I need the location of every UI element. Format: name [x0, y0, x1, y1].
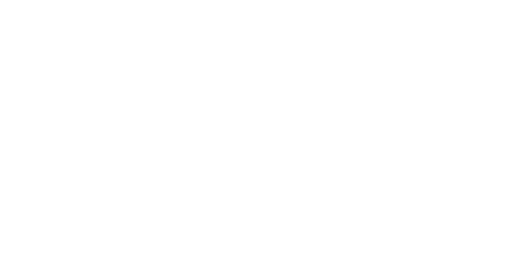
Text: energy monomer (b) Syndiotactic [PNOBDME]: energy monomer (b) Syndiotactic [PNOBDME… [81, 217, 333, 227]
Text: (a): (a) [87, 159, 102, 169]
Text: (b): (b) [248, 159, 264, 169]
Text: Molecular simulation of PNOBDME: (a) Minimum: Molecular simulation of PNOBDME: (a) Min… [81, 193, 344, 203]
Text: (c): (c) [410, 159, 425, 169]
Text: 10: 10 [397, 225, 407, 230]
Text: Figure 3: Figure 3 [14, 220, 69, 233]
Text: www.omicsonline.org: www.omicsonline.org [13, 148, 72, 153]
Text: b  c: b c [180, 143, 189, 147]
FancyBboxPatch shape [9, 194, 74, 259]
Text: Polymer cross sectional view.: Polymer cross sectional view. [81, 240, 240, 250]
Text: (c): (c) [411, 217, 429, 227]
